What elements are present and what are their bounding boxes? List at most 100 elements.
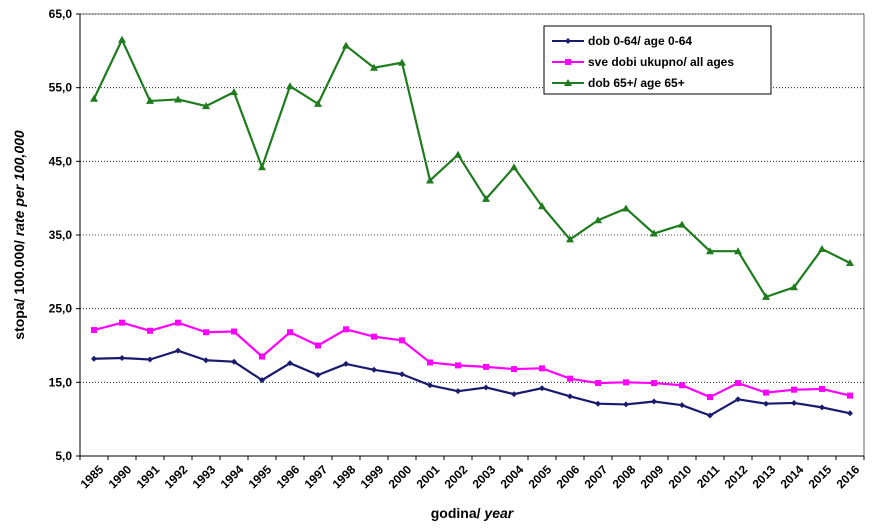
- data-point: [790, 283, 798, 291]
- data-point: [539, 365, 545, 372]
- y-tick-label: 65,0: [49, 7, 73, 21]
- x-axis-title: godina/ year: [431, 505, 515, 521]
- x-tick-label: 2005: [526, 462, 555, 491]
- data-point: [511, 391, 517, 398]
- x-tick-label: 1998: [330, 462, 359, 491]
- data-point: [230, 88, 238, 96]
- y-tick-label: 35,0: [49, 228, 73, 242]
- legend: dob 0-64/ age 0-64 sve dobi ukupno/ all a…: [543, 25, 772, 95]
- series-3: [90, 35, 854, 300]
- data-point: [482, 194, 490, 202]
- data-point: [707, 394, 713, 401]
- data-point: [538, 202, 546, 210]
- x-tick-label: 1994: [218, 462, 247, 491]
- data-point: [763, 389, 769, 396]
- data-point: [119, 319, 125, 326]
- data-point: [565, 59, 571, 65]
- series-line: [93, 321, 851, 399]
- x-tick-label: 2013: [750, 462, 779, 491]
- data-point: [315, 371, 321, 378]
- data-point: [595, 380, 601, 387]
- data-point: [623, 379, 629, 386]
- data-point: [678, 220, 686, 228]
- data-point: [566, 235, 574, 243]
- x-tick-label: 1995: [246, 462, 275, 491]
- data-point: [622, 204, 630, 212]
- data-point: [595, 400, 601, 407]
- x-tick-label: 2009: [638, 462, 667, 491]
- data-point: [564, 79, 572, 86]
- axes: [79, 13, 865, 460]
- data-point: [175, 347, 181, 354]
- data-point: [287, 360, 293, 367]
- data-point: [231, 358, 237, 365]
- data-point: [315, 342, 321, 349]
- data-point: [846, 258, 854, 266]
- series-1: [91, 347, 853, 419]
- data-point: [818, 244, 826, 252]
- x-tick-label: 2006: [554, 462, 583, 491]
- x-tick-label: 2012: [722, 462, 751, 491]
- series-line: [93, 38, 851, 298]
- data-point: [343, 326, 349, 333]
- data-point: [763, 400, 769, 407]
- data-point: [707, 412, 713, 419]
- data-point: [651, 398, 657, 405]
- x-tick-label: 2002: [442, 462, 471, 491]
- data-point: [594, 216, 602, 224]
- data-point: [399, 337, 405, 344]
- x-tick-label: 2014: [778, 462, 807, 491]
- data-point: [734, 247, 742, 255]
- x-tick-label: 1992: [162, 462, 191, 491]
- data-point: [371, 333, 377, 340]
- data-point: [735, 396, 741, 403]
- y-axis-title-main: stopa/ 100.000/: [11, 236, 27, 340]
- data-point: [623, 401, 629, 408]
- data-point: [567, 375, 573, 382]
- data-point: [455, 388, 461, 395]
- x-tick-label: 1997: [302, 462, 331, 491]
- x-tick-label: 2016: [834, 462, 863, 491]
- x-tick-label: 2015: [806, 462, 835, 491]
- x-tick-label: 2004: [498, 462, 527, 491]
- data-point: [147, 327, 153, 334]
- data-point: [679, 382, 685, 389]
- data-point: [91, 327, 97, 334]
- y-tick-label: 25,0: [49, 302, 73, 316]
- y-tick-label: 15,0: [49, 375, 73, 389]
- data-point: [202, 102, 210, 110]
- grid-lines: [76, 13, 864, 457]
- data-point: [231, 328, 237, 335]
- data-point: [706, 247, 714, 255]
- x-tick-label: 2007: [582, 462, 611, 491]
- y-tick-labels: 5,0 15,0 25,0 35,0 45,0 55,0 65,0: [49, 7, 73, 463]
- data-point: [427, 382, 433, 389]
- data-point: [455, 362, 461, 369]
- x-tick-label: 2001: [414, 462, 443, 491]
- data-point: [370, 63, 378, 71]
- y-axis-title: stopa/ 100.000/ rate per 100,000: [11, 130, 27, 340]
- x-tick-label: 1990: [106, 462, 135, 491]
- data-point: [343, 360, 349, 367]
- legend-item: sve dobi ukupno/ all ages: [552, 55, 734, 69]
- data-point: [791, 399, 797, 406]
- data-point: [399, 371, 405, 378]
- data-point: [203, 329, 209, 336]
- y-axis-title-italic: rate per 100,000: [11, 130, 27, 236]
- data-point: [762, 292, 770, 300]
- data-point: [819, 404, 825, 411]
- data-point: [91, 355, 97, 362]
- y-tick-label: 55,0: [49, 81, 73, 95]
- data-point: [565, 38, 571, 44]
- x-tick-label: 2008: [610, 462, 639, 491]
- legend-label: sve dobi ukupno/ all ages: [588, 55, 734, 69]
- data-point: [342, 41, 350, 49]
- data-point: [847, 392, 853, 399]
- series-2: [91, 319, 853, 401]
- legend-item: dob 0-64/ age 0-64: [552, 34, 692, 48]
- x-axis-title-main: godina/: [431, 505, 485, 521]
- data-point: [175, 319, 181, 326]
- series-line: [93, 349, 851, 417]
- x-tick-label: 1985: [78, 462, 107, 491]
